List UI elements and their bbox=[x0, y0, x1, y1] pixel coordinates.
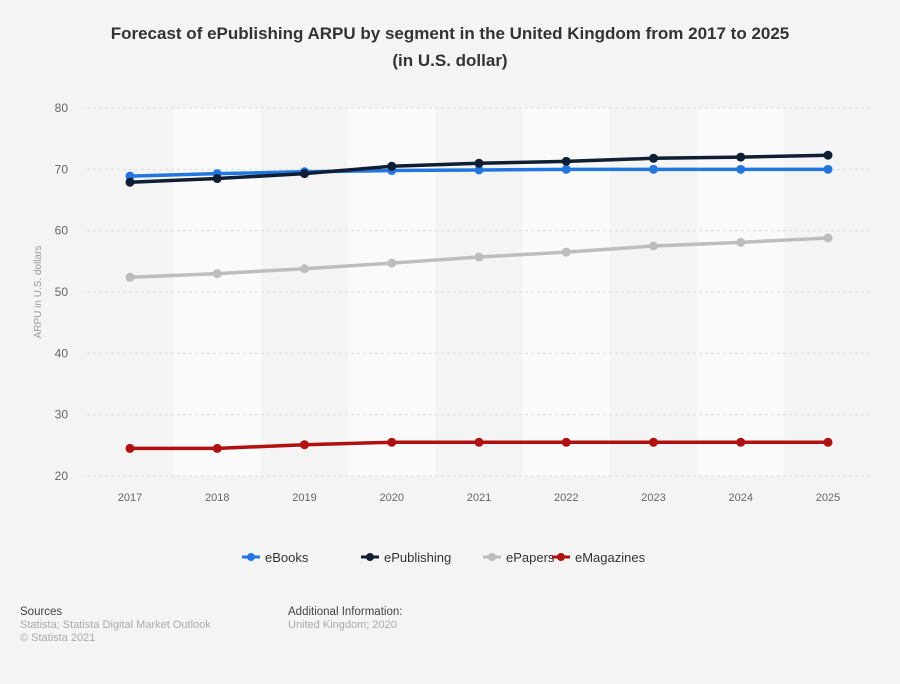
title-line: Forecast of ePublishing ARPU by segment … bbox=[110, 24, 790, 43]
data-point-ePapers bbox=[561, 247, 571, 257]
copyright: © Statista 2021 bbox=[20, 632, 96, 644]
sources-block: Sources Statista; Statista Digital Marke… bbox=[20, 606, 211, 645]
y-tick-label: 70 bbox=[55, 162, 69, 176]
additional-heading: Additional Information: bbox=[288, 606, 403, 618]
y-tick-label: 60 bbox=[55, 224, 69, 238]
y-tick-label: 40 bbox=[55, 346, 69, 360]
x-tick-label: 2018 bbox=[205, 492, 229, 504]
data-point-eBooks bbox=[561, 164, 571, 174]
data-point-ePublishing bbox=[823, 150, 833, 160]
data-point-eMagazines bbox=[300, 440, 309, 450]
additional-info-block: Additional Information: United Kingdom; … bbox=[288, 606, 402, 632]
x-tick-label: 2025 bbox=[816, 492, 840, 504]
data-point-ePapers bbox=[212, 269, 222, 279]
x-tick-label: 2024 bbox=[729, 492, 753, 504]
data-point-ePapers bbox=[649, 241, 658, 251]
y-tick-label: 80 bbox=[55, 101, 69, 115]
legend-marker-eMagazines bbox=[557, 553, 565, 561]
data-point-ePublishing bbox=[736, 152, 746, 162]
data-point-ePapers bbox=[823, 233, 833, 243]
legend-label-ePublishing[interactable]: ePublishing bbox=[384, 550, 451, 565]
column-band bbox=[173, 108, 261, 476]
x-tick-label: 2022 bbox=[554, 492, 578, 504]
x-tick-label: 2019 bbox=[292, 492, 316, 504]
y-tick-label: 50 bbox=[55, 285, 69, 299]
legend-marker-ePublishing bbox=[366, 553, 374, 561]
y-tick-label: 20 bbox=[55, 469, 69, 483]
data-point-ePublishing bbox=[649, 153, 658, 163]
legend-label-ePapers[interactable]: ePapers bbox=[506, 550, 555, 565]
chart-title: Forecast of ePublishing ARPU by segment … bbox=[0, 20, 900, 74]
sources-text[interactable]: Statista; Statista Digital Market Outloo… bbox=[20, 619, 211, 631]
data-point-eMagazines bbox=[649, 437, 658, 447]
x-tick-label: 2021 bbox=[467, 492, 491, 504]
data-point-eMagazines bbox=[561, 437, 571, 447]
data-point-eMagazines bbox=[474, 437, 484, 447]
data-point-ePublishing bbox=[212, 174, 222, 184]
y-axis-label: ARPU in U.S. dollars bbox=[33, 246, 44, 339]
x-tick-label: 2023 bbox=[641, 492, 665, 504]
legend-marker-ePapers bbox=[488, 553, 496, 561]
data-point-eBooks bbox=[823, 164, 833, 174]
x-tick-label: 2017 bbox=[118, 492, 142, 504]
data-point-ePapers bbox=[300, 264, 309, 274]
line-chart: 20 30 40 50 60 70 80 2017 2018 2019 2020 2021 2022 20… bbox=[33, 101, 872, 565]
sources-heading: Sources bbox=[20, 606, 63, 618]
data-point-eMagazines bbox=[212, 443, 222, 453]
data-point-ePapers bbox=[474, 252, 484, 262]
data-point-ePublishing bbox=[561, 156, 571, 166]
data-point-eMagazines bbox=[387, 437, 397, 447]
data-point-ePublishing bbox=[387, 161, 397, 171]
subtitle: (in U.S. dollar) bbox=[392, 51, 508, 70]
data-point-eBooks bbox=[474, 165, 484, 175]
additional-text: United Kingdom; 2020 bbox=[288, 619, 397, 631]
data-point-ePublishing bbox=[300, 169, 309, 179]
data-point-ePublishing bbox=[125, 177, 135, 187]
legend-label-eMagazines[interactable]: eMagazines bbox=[575, 550, 646, 565]
data-point-ePapers bbox=[387, 258, 397, 268]
legend-label-eBooks[interactable]: eBooks bbox=[265, 550, 309, 565]
y-tick-label: 30 bbox=[55, 408, 69, 422]
legend-marker-eBooks bbox=[247, 553, 255, 561]
data-point-ePapers bbox=[125, 272, 135, 282]
x-tick-label: 2020 bbox=[380, 492, 404, 504]
data-point-eMagazines bbox=[823, 437, 833, 447]
data-point-eBooks bbox=[736, 164, 746, 174]
data-point-eMagazines bbox=[736, 437, 746, 447]
data-point-ePapers bbox=[736, 237, 746, 247]
data-point-eBooks bbox=[649, 164, 658, 174]
data-point-eMagazines bbox=[125, 443, 135, 453]
data-point-ePublishing bbox=[474, 158, 484, 168]
